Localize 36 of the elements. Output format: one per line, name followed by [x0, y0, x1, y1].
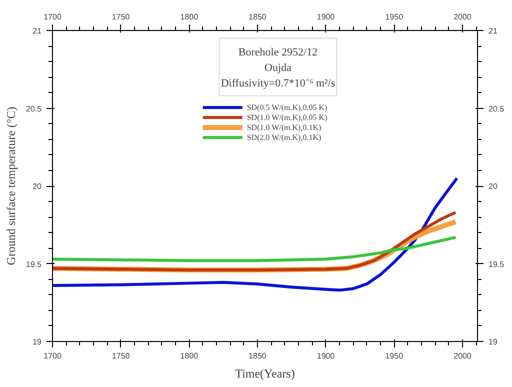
- legend-label: SD(0.5 W/(m.K),0.05 K): [246, 102, 328, 112]
- y2-tick-label: 20.5: [488, 104, 505, 114]
- x-tick-label: 1900: [316, 12, 336, 22]
- y-tick-label: 19.5: [26, 260, 42, 269]
- x2-tick-label: 1800: [180, 352, 199, 360]
- x-tick-label: 1800: [180, 12, 199, 22]
- x-axis-title: Time(Years): [235, 366, 295, 380]
- legend-label: SD(1.0 W/(m.K),0.05 K): [246, 112, 328, 122]
- y2-tick-label: 20: [488, 182, 498, 191]
- line-series: [52, 176, 458, 292]
- annotation: Diffusivity=0.7*10⁻⁶ m²/s: [220, 78, 336, 90]
- y-tick-label: 19: [32, 338, 42, 346]
- x2-tick-label: 1950: [385, 352, 404, 360]
- y-tick-label: 20: [32, 182, 42, 191]
- legend-label: SD(2.0 W/(m.K),0.1K): [246, 132, 322, 142]
- x-tick-label: 1950: [385, 12, 404, 22]
- x2-tick-label: 1850: [248, 352, 267, 360]
- x2-tick-label: 1900: [316, 352, 336, 360]
- annotation: Borehole 2952/12: [238, 46, 318, 58]
- x2-tick-label: 1750: [112, 352, 130, 360]
- legend-label: SD(1.0 W/(m.K),0.1K): [246, 122, 322, 132]
- y2-tick-label: 19.5: [488, 260, 505, 269]
- y-tick-label: 21: [32, 26, 42, 36]
- line-series: [52, 236, 458, 262]
- x2-tick-label: 1700: [44, 352, 62, 360]
- y2-tick-label: 21: [488, 26, 498, 36]
- y-axis-title: Ground surface temperature (°C): [4, 106, 18, 266]
- y-tick-label: 20.5: [26, 104, 42, 114]
- x-tick-label: 1700: [44, 12, 62, 22]
- x-tick-label: 1850: [248, 12, 267, 22]
- x-tick-label: 2000: [454, 12, 472, 22]
- line-series: [52, 210, 458, 272]
- x2-tick-label: 2000: [454, 352, 472, 360]
- annotation: Oujda: [264, 62, 292, 74]
- x-tick-label: 1750: [112, 12, 130, 22]
- y2-tick-label: 19: [488, 338, 498, 346]
